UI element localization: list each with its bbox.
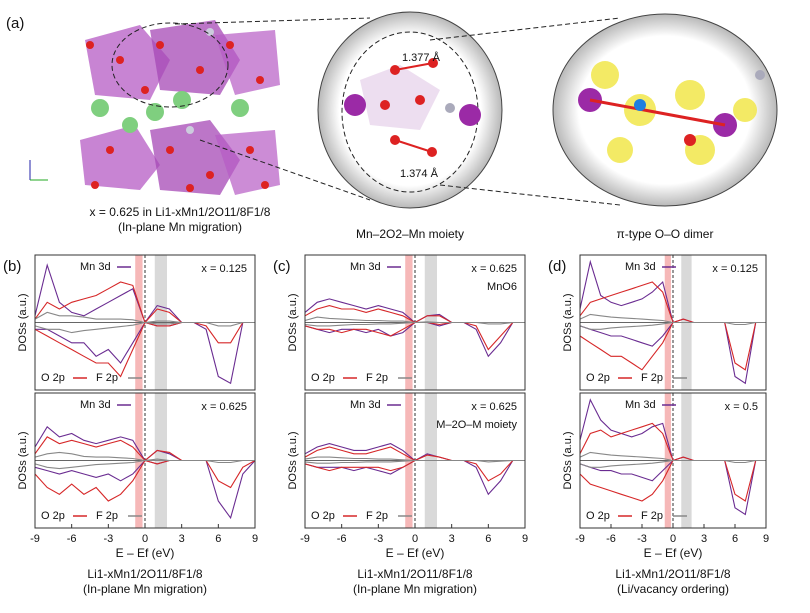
x-tick-label: 3 — [179, 533, 185, 545]
legend-label: Mn 3d — [350, 261, 381, 273]
legend-label: Mn 3d — [80, 399, 111, 411]
crystal-structure — [29, 20, 280, 195]
legend-label: Mn 3d — [625, 399, 656, 411]
plot-frame — [579, 254, 767, 391]
caption: π-type O–O dimer — [617, 227, 714, 241]
legend-label: F 2p — [641, 372, 663, 384]
x-axis-label: E – Ef (eV) — [116, 546, 175, 560]
legend-label: F 2p — [641, 510, 663, 522]
dimer-view — [552, 13, 778, 207]
x-tick-label: 9 — [522, 533, 528, 545]
x-tick-label: 9 — [763, 533, 769, 545]
annotation: x = 0.125 — [201, 263, 247, 275]
x-tick-label: 3 — [449, 533, 455, 545]
legend-label: Mn 3d — [350, 399, 381, 411]
bond-length: 1.374 Å — [400, 167, 439, 180]
plot-frame — [34, 254, 256, 391]
legend-label: O 2p — [41, 510, 65, 522]
moiety-view: 1.377 Å 1.374 Å — [317, 11, 503, 209]
x-tick-label: -6 — [67, 533, 77, 545]
dos-line — [579, 321, 766, 330]
y-axis-label: DOSs (a.u.) — [287, 293, 299, 351]
legend-label: O 2p — [586, 510, 610, 522]
legend-label: F 2p — [366, 372, 388, 384]
annotation: x = 0.5 — [725, 401, 758, 413]
dos-line — [579, 459, 766, 468]
annotation: x = 0.625 — [471, 401, 517, 413]
note: M–2O–M moiety — [436, 419, 517, 431]
x-tick-label: 9 — [252, 533, 258, 545]
x-tick-label: 3 — [701, 533, 707, 545]
caption: Li1-xMn1/2O11/8F1/8 — [87, 567, 202, 581]
caption: Li1-xMn1/2O11/8F1/8 — [615, 567, 730, 581]
x-tick-label: 6 — [215, 533, 221, 545]
legend-label: O 2p — [41, 372, 65, 384]
plot-frame — [304, 254, 526, 391]
legend-label: O 2p — [586, 372, 610, 384]
dos-line — [304, 459, 525, 464]
x-tick-label: -6 — [606, 533, 616, 545]
panel-label: (c) — [273, 258, 291, 275]
legend-label: Mn 3d — [80, 261, 111, 273]
x-tick-label: 0 — [670, 533, 676, 545]
panel-label: (a) — [6, 15, 24, 32]
caption: Li1-xMn1/2O11/8F1/8 — [357, 567, 472, 581]
y-axis-label: DOSs (a.u.) — [287, 431, 299, 489]
caption: (Li/vacancy ordering) — [617, 582, 729, 596]
x-tick-label: -9 — [575, 533, 585, 545]
x-tick-label: -3 — [103, 533, 113, 545]
caption: Mn–2O2–Mn moiety — [356, 227, 464, 241]
x-tick-label: -6 — [337, 533, 347, 545]
x-tick-label: -9 — [30, 533, 40, 545]
note: MnO6 — [487, 281, 517, 293]
legend-label: O 2p — [311, 372, 335, 384]
dos-line — [304, 305, 525, 324]
x-axis-label: E – Ef (eV) — [386, 546, 445, 560]
annotation: x = 0.625 — [471, 263, 517, 275]
legend-label: F 2p — [366, 510, 388, 522]
x-tick-label: -3 — [637, 533, 647, 545]
legend-label: F 2p — [96, 510, 118, 522]
x-tick-label: -3 — [373, 533, 383, 545]
dos-line — [304, 321, 525, 327]
y-axis-label: DOSs (a.u.) — [562, 293, 574, 351]
dos-line — [34, 459, 255, 470]
legend-label: Mn 3d — [625, 261, 656, 273]
caption: (In-plane Mn migration) — [353, 582, 477, 596]
y-axis-label: DOSs (a.u.) — [17, 293, 29, 351]
annotation: x = 0.625 — [201, 401, 247, 413]
x-tick-label: 6 — [732, 533, 738, 545]
caption: (In-plane Mn migration) — [83, 582, 207, 596]
dos-line — [34, 321, 255, 334]
x-axis-label: E – Ef (eV) — [644, 546, 703, 560]
annotation: x = 0.125 — [712, 263, 758, 275]
x-tick-label: 0 — [412, 533, 418, 545]
legend-label: F 2p — [96, 372, 118, 384]
panel-label: (d) — [548, 258, 566, 275]
caption: x = 0.625 in Li1-xMn1/2O11/8F1/8 — [90, 205, 271, 219]
x-tick-label: 6 — [485, 533, 491, 545]
panel-label: (b) — [3, 258, 21, 275]
y-axis-label: DOSs (a.u.) — [562, 431, 574, 489]
bond-length: 1.377 Å — [402, 51, 441, 64]
x-tick-label: 0 — [142, 533, 148, 545]
caption: (In-plane Mn migration) — [118, 220, 242, 234]
legend-label: O 2p — [311, 510, 335, 522]
y-axis-label: DOSs (a.u.) — [17, 431, 29, 489]
x-tick-label: -9 — [300, 533, 310, 545]
